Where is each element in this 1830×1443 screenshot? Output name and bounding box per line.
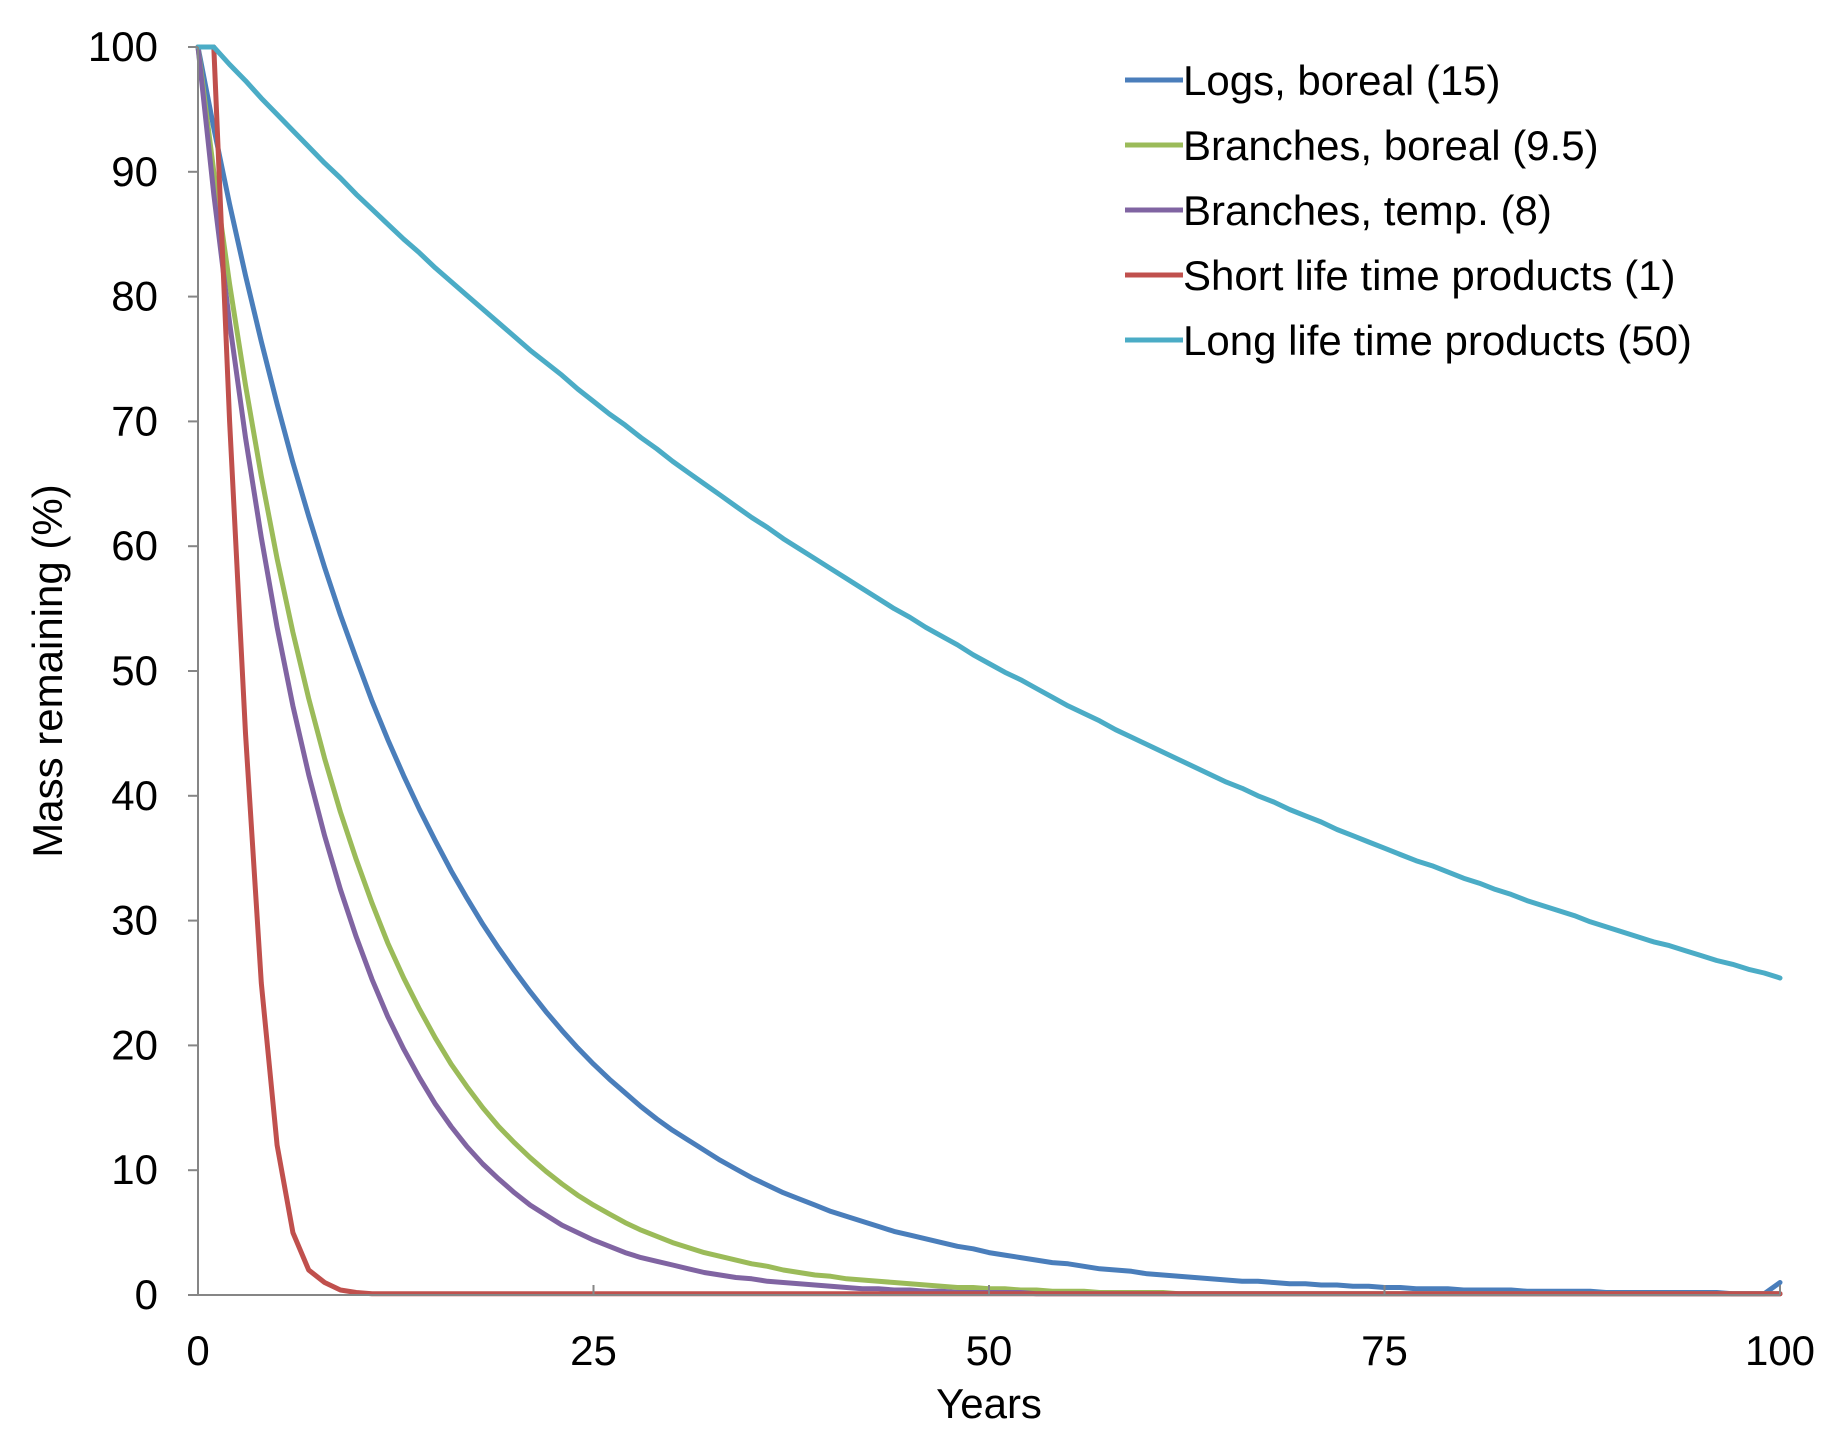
series-line-1 <box>195 44 1783 1297</box>
y-tick-label: 100 <box>88 23 158 70</box>
y-tick-label: 20 <box>111 1021 158 1068</box>
y-tick-label: 50 <box>111 647 158 694</box>
x-axis-title: Years <box>936 1380 1042 1427</box>
y-tick-label: 10 <box>111 1146 158 1193</box>
legend-label: Logs, boreal (15) <box>1183 57 1501 104</box>
x-tick-label: 75 <box>1361 1327 1408 1374</box>
y-tick-label: 60 <box>111 522 158 569</box>
y-ticks: 0 10 20 30 40 50 60 70 80 90 100 <box>88 23 198 1318</box>
y-tick-label: 40 <box>111 772 158 819</box>
x-tick-label: 50 <box>966 1327 1013 1374</box>
series-lines <box>195 44 1783 1297</box>
y-tick-label: 80 <box>111 273 158 320</box>
x-tick-label: 0 <box>186 1327 209 1374</box>
y-tick-label: 0 <box>135 1271 158 1318</box>
x-tick-label: 100 <box>1745 1327 1815 1374</box>
legend-label: Long life time products (50) <box>1183 317 1692 364</box>
legend-label: Branches, boreal (9.5) <box>1183 122 1599 169</box>
legend-label: Branches, temp. (8) <box>1183 187 1552 234</box>
series-line-5 <box>195 44 1783 981</box>
series-line-3 <box>195 44 1783 1297</box>
legend: Logs, boreal (15) Branches, boreal (9.5) B… <box>1125 57 1692 364</box>
x-ticks: 0 25 50 75 100 <box>186 1285 1815 1374</box>
plot-area <box>195 44 1783 1297</box>
legend-label: Short life time products (1) <box>1183 252 1676 299</box>
y-axis-title: Mass remaining (%) <box>24 484 71 857</box>
y-tick-label: 30 <box>111 897 158 944</box>
y-tick-label: 70 <box>111 397 158 444</box>
x-tick-label: 25 <box>570 1327 617 1374</box>
y-tick-label: 90 <box>111 148 158 195</box>
